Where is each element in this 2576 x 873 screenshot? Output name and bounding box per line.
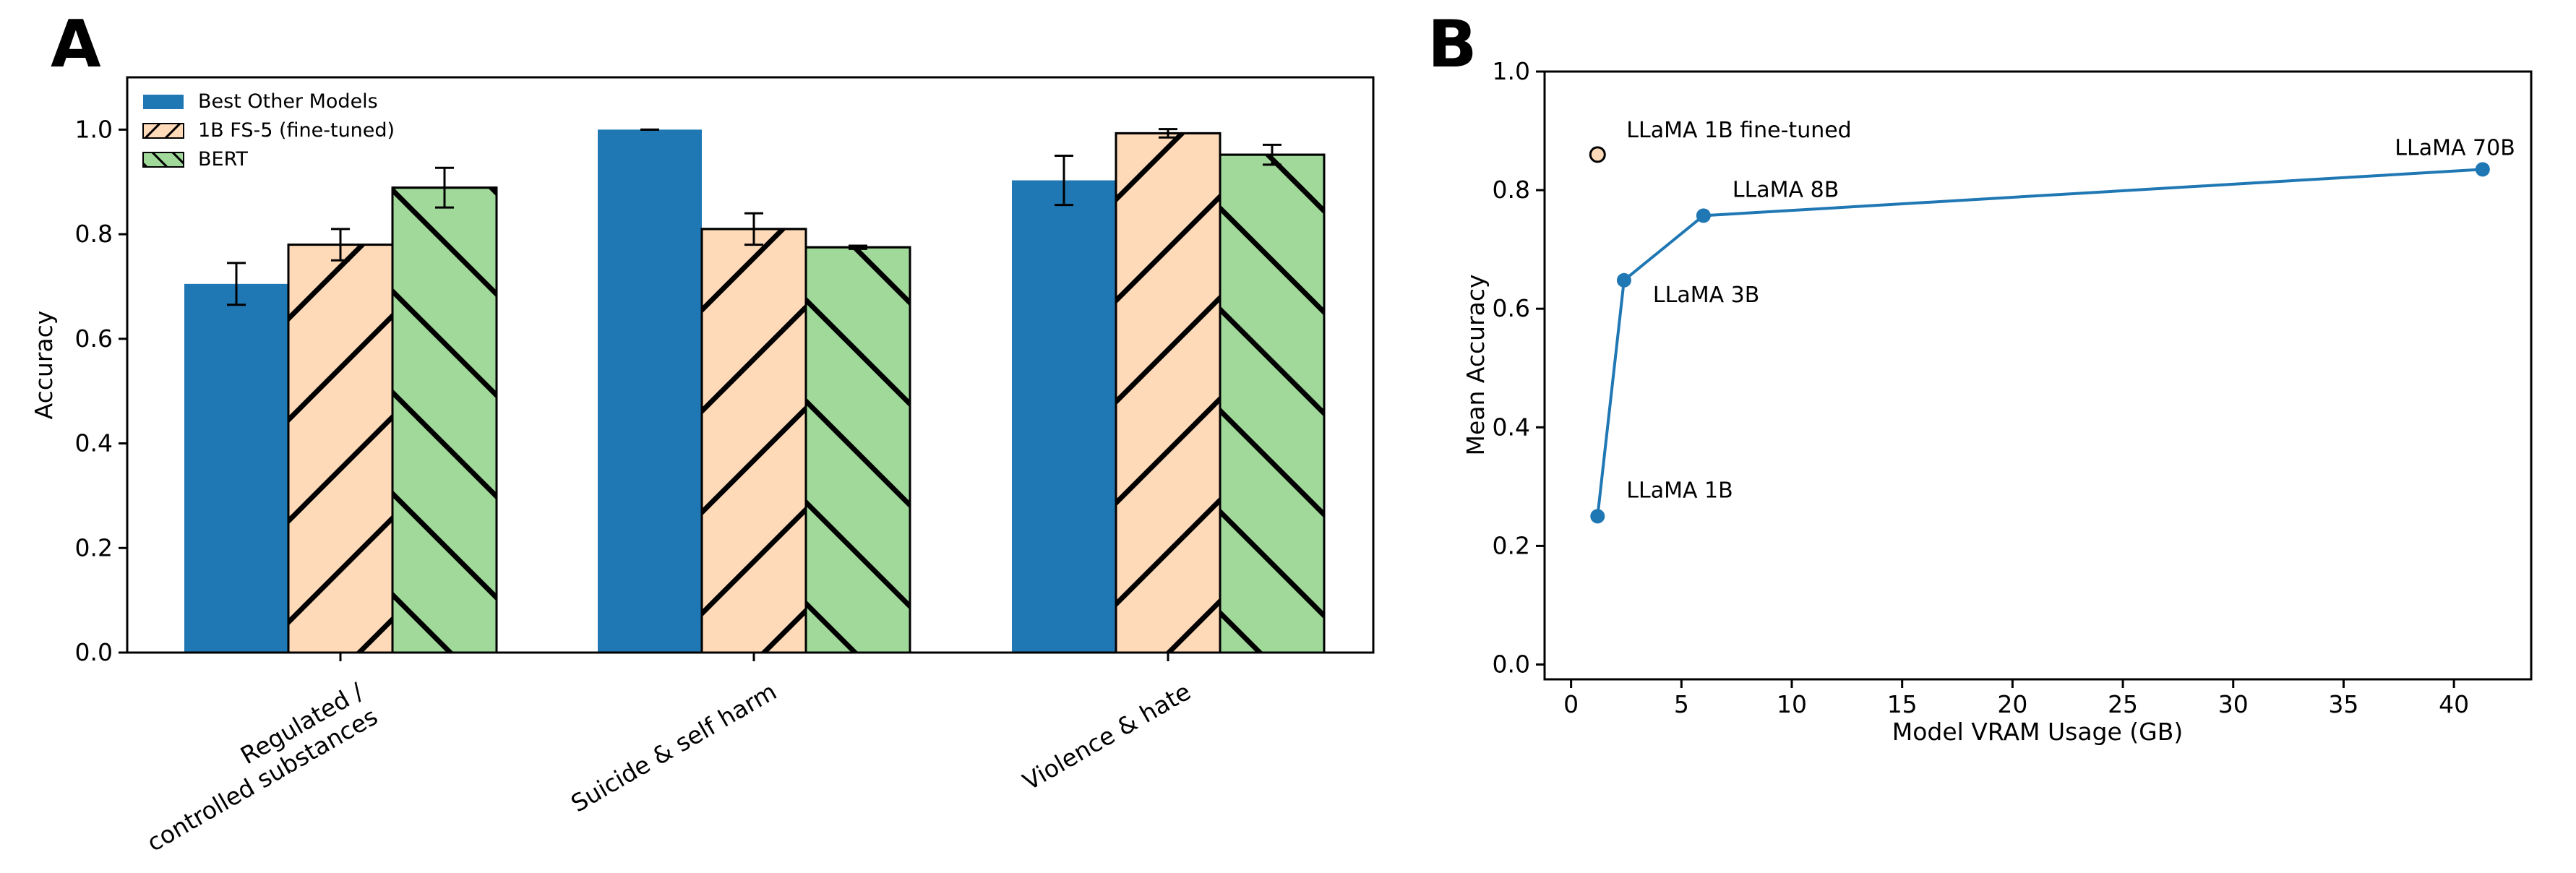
panel-a-bar-chart: 0.0 0.2 0.4 0.6 0.8 1.0 Regulated /controlled…: [30, 76, 1375, 857]
panel-letter-a: A: [51, 7, 101, 82]
legend-swatch-s0: [143, 95, 184, 109]
x-tick-label-group: Suicide & self harm: [566, 677, 781, 817]
y-tick-label: 0.0: [1493, 650, 1530, 678]
x-tick-label: 35: [2328, 690, 2358, 718]
y-tick-label: 0.4: [75, 429, 113, 457]
point-llama-70b: [2475, 162, 2490, 177]
x-tick-label: 25: [2108, 690, 2138, 718]
point-llama-1b-fine-tuned: [1589, 146, 1606, 163]
y-tick-label: 0.8: [75, 220, 113, 248]
x-tick-label: 10: [1777, 690, 1807, 718]
x-tick-label: Violence & hate: [1018, 677, 1195, 796]
point-label-llama-8b: LLaMA 8B: [1733, 177, 1839, 202]
bar-hatch-s1-violence-hate: [1115, 132, 1222, 654]
panel-b-y-axis-label: Mean Accuracy: [1461, 274, 1490, 455]
x-tick-label: Suicide & self harm: [566, 677, 781, 817]
panel-a-bars: [184, 129, 1326, 654]
panel-b-scatter-chart: 0.0 0.2 0.4 0.6 0.8 1.0 0 5 10 15 20 25 30 35 40 LLaM…: [1461, 57, 2533, 746]
legend-swatch-hatch-s1: [142, 123, 184, 139]
y-tick-label: 0.6: [75, 324, 113, 353]
x-tick-label: 40: [2439, 690, 2469, 718]
y-tick-label: 1.0: [1493, 57, 1530, 85]
point-llama-3b: [1616, 272, 1631, 288]
panel-b-y-ticks: 0.0 0.2 0.4 0.6 0.8 1.0: [1493, 57, 1545, 678]
panel-a-x-ticks: Regulated /controlled substances Suicide …: [142, 653, 1195, 857]
panel-b-x-ticks: 0 5 10 15 20 25 30 35 40: [1563, 679, 2469, 718]
panel-b-x-axis-label: Model VRAM Usage (GB): [1892, 718, 2184, 746]
point-label-llama-70b: LLaMA 70B: [2395, 135, 2515, 160]
panel-b-axes-frame: [1543, 70, 2533, 681]
bar-hatch-s1-regulated-controlled-substances: [287, 244, 394, 654]
bar-hatch-s2-regulated-controlled-substances: [391, 186, 498, 654]
y-tick-label: 0.0: [75, 638, 113, 666]
y-tick-label: 0.6: [1493, 294, 1530, 322]
bar-hatch-s1-suicide-self-harm: [700, 228, 807, 654]
point-llama-1b: [1590, 509, 1605, 524]
panel-a-axes-frame: [126, 76, 1375, 654]
point-label-llama-1b: LLaMA 1B: [1626, 478, 1733, 503]
point-llama-8b: [1696, 208, 1711, 223]
panel-b-plot-area: LLaMA 1B LLaMA 3B LLaMA 8B LLaMA 70B LLaMA 1…: [1589, 118, 2515, 524]
x-tick-label-group: Violence & hate: [1018, 677, 1195, 796]
panel-a-y-ticks: 0.0 0.2 0.4 0.6 0.8 1.0: [75, 115, 127, 666]
accuracy-vs-vram-line: [1596, 168, 2483, 517]
panel-a-y-axis-label: Accuracy: [30, 311, 58, 420]
x-tick-label-group: Regulated /controlled substances: [142, 677, 382, 857]
x-tick-label: 5: [1674, 690, 1689, 718]
x-tick-label: controlled substances: [142, 702, 382, 857]
legend-label: Best Other Models: [198, 90, 378, 113]
panel-a-legend: Best Other Models 1B FS-5 (fine-tuned) BER…: [142, 90, 395, 171]
point-label-llama-3b: LLaMA 3B: [1653, 283, 1759, 308]
panel-letter-b: B: [1427, 7, 1477, 82]
y-tick-label: 1.0: [75, 115, 113, 143]
legend-swatch-hatch-s2: [142, 152, 184, 168]
bar-s0-regulated-controlled-substances: [184, 283, 288, 653]
point-label-llama-1b-fine-tuned: LLaMA 1B fine-tuned: [1626, 118, 1851, 143]
bar-s0-violence-hate: [1012, 180, 1116, 653]
panel-a-error-bars: [227, 128, 1281, 306]
bar-hatch-s2-suicide-self-harm: [804, 246, 911, 654]
y-tick-label: 0.2: [1493, 531, 1530, 559]
x-tick-label: 20: [1997, 690, 2027, 718]
y-tick-label: 0.4: [1493, 413, 1530, 441]
bar-s0-suicide-self-harm: [598, 129, 702, 653]
x-tick-label: 15: [1887, 690, 1918, 718]
bar-hatch-s2-violence-hate: [1219, 153, 1326, 654]
x-tick-label: 30: [2218, 690, 2249, 718]
legend-label: 1B FS-5 (fine-tuned): [198, 119, 395, 142]
legend-label: BERT: [198, 148, 248, 171]
x-tick-label: 0: [1563, 690, 1579, 718]
y-tick-label: 0.2: [75, 533, 113, 562]
y-tick-label: 0.8: [1493, 176, 1530, 204]
